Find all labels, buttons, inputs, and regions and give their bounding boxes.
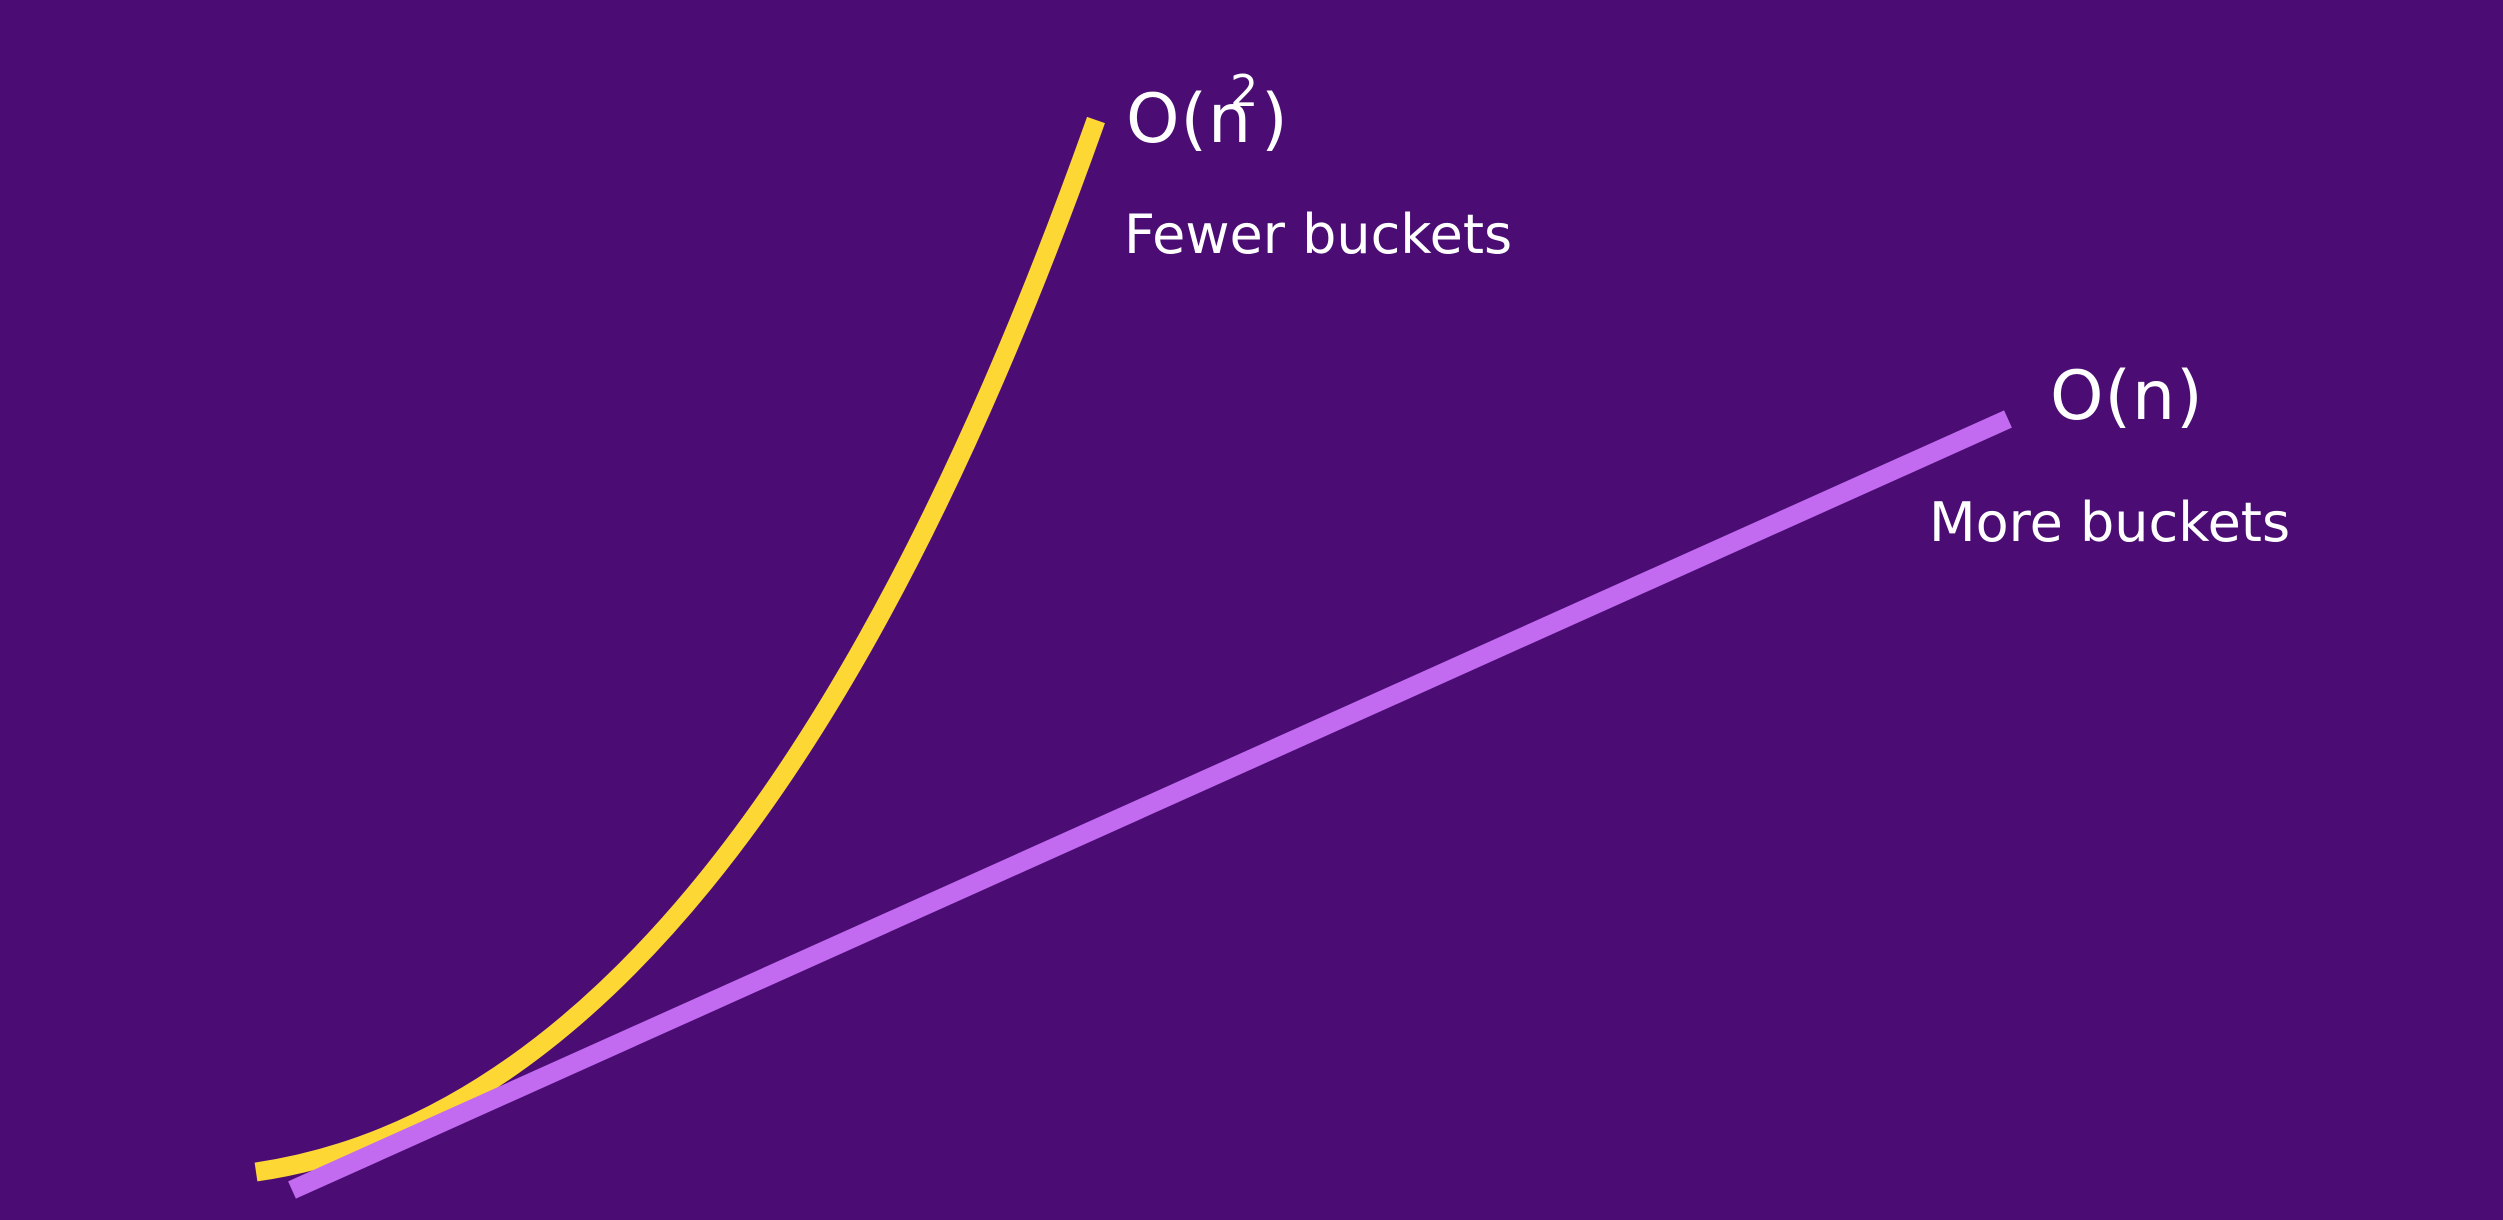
linear-complexity-label: O(n) <box>2050 357 2204 436</box>
more-buckets-label: More buckets <box>1929 491 2291 554</box>
quadratic-exponent: 2 <box>1230 66 1260 117</box>
quadratic-complexity-prefix: O(n <box>1126 80 1253 159</box>
quadratic-complexity-label: O(n2) <box>1126 70 1289 154</box>
fewer-buckets-label: Fewer buckets <box>1124 203 1513 266</box>
quadratic-curve <box>254 116 1105 1182</box>
quadratic-complexity-suffix: ) <box>1261 80 1289 159</box>
linear-line <box>288 410 2012 1199</box>
